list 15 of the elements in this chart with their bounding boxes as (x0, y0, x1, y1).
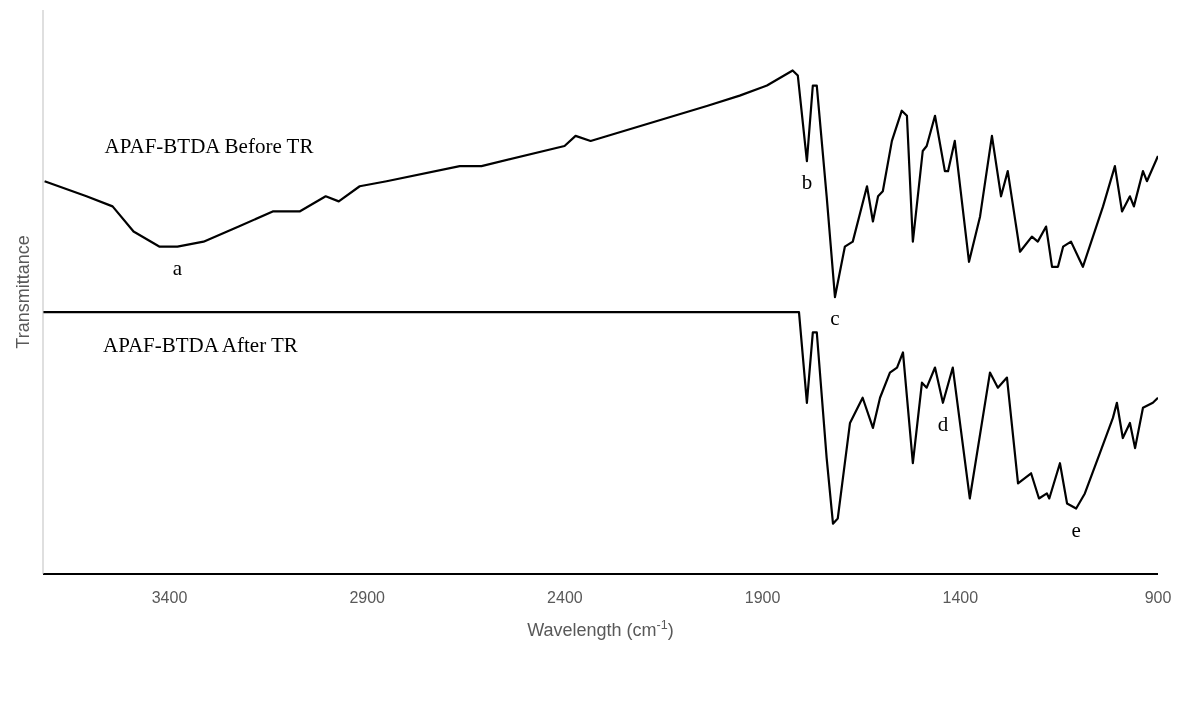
x-tick-label: 2400 (547, 589, 583, 607)
series-label: APAF-BTDA After TR (103, 333, 298, 358)
annotation: c (830, 306, 840, 331)
x-tick-label: 2900 (349, 589, 386, 607)
annotation: d (937, 411, 949, 436)
annotation: a (172, 255, 183, 280)
x-tick-label: 3400 (151, 589, 188, 607)
annotation: e (1071, 517, 1081, 542)
y-axis-title: Transmittance (13, 235, 34, 349)
x-tick-label: 900 (1144, 589, 1172, 607)
x-axis-title: Wavelength (cm$^{-1}$) (527, 618, 674, 640)
x-tick-label: 1900 (744, 589, 781, 607)
series-label: APAF-BTDA Before TR (104, 134, 314, 159)
annotation: b (801, 170, 813, 195)
x-tick-label: 1400 (942, 589, 979, 607)
